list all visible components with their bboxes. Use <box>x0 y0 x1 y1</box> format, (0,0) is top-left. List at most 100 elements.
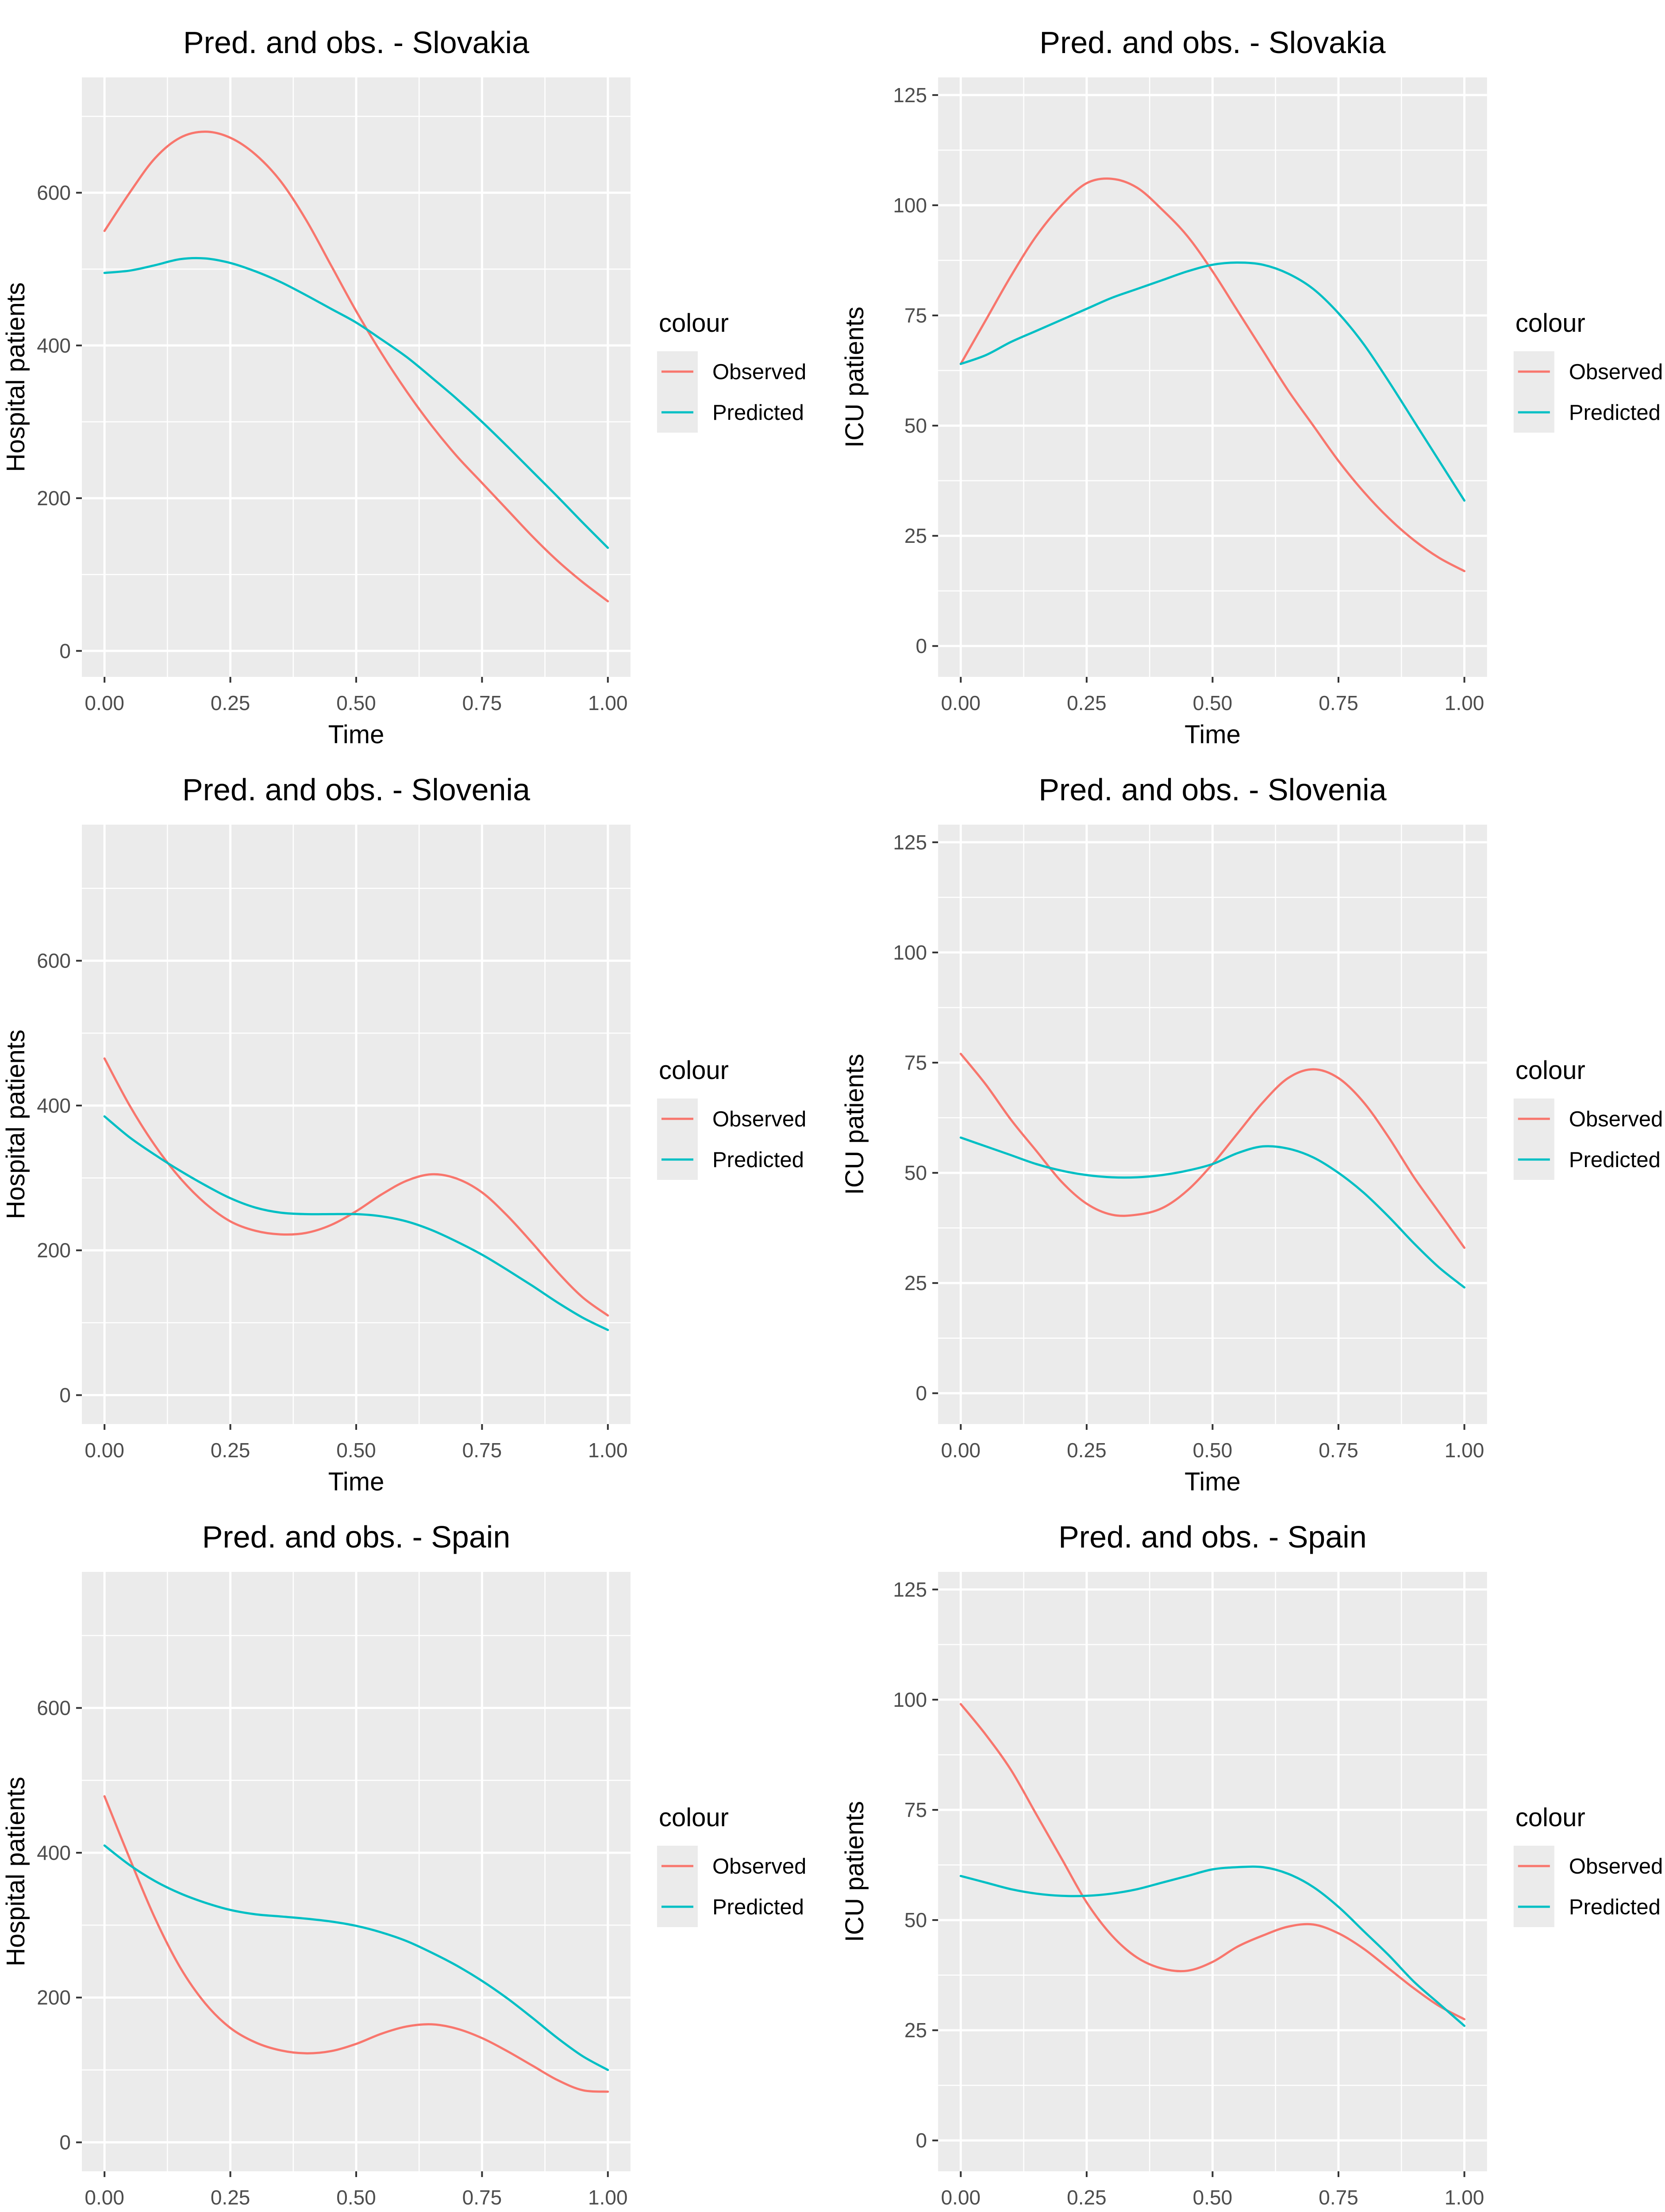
y-tick-label: 0 <box>59 2131 71 2154</box>
y-tick-label: 25 <box>904 2019 927 2042</box>
legend-title: colour <box>1515 1803 1585 1832</box>
y-tick-label: 200 <box>37 1239 71 1262</box>
x-axis-title: Time <box>328 1467 385 1494</box>
legend-title: colour <box>1515 1056 1585 1085</box>
observed-line <box>103 131 609 603</box>
chart-title: Pred. and obs. - Slovakia <box>1039 25 1385 60</box>
y-tick-label: 0 <box>916 2129 927 2152</box>
x-tick-label: 1.00 <box>588 2186 628 2209</box>
x-tick-label: 0.00 <box>941 1439 981 1462</box>
chart-title: Pred. and obs. - Slovenia <box>1038 772 1386 807</box>
chart-spain-hospital: 0.00 0.25 0.50 0.75 1.00 0 200 400 600 Pred. and … <box>1 1520 806 2209</box>
x-tick-label: 0.25 <box>211 2186 250 2209</box>
legend-label: Predicted <box>1569 401 1661 425</box>
y-tick-label: 600 <box>37 1697 71 1720</box>
x-tick-label: 1.00 <box>588 1439 628 1462</box>
y-tick-label: 75 <box>904 304 927 327</box>
predicted-line <box>103 1844 609 2071</box>
x-tick-label: 0.50 <box>1193 1439 1233 1462</box>
y-tick-label: 50 <box>904 414 927 437</box>
y-tick-label: 400 <box>37 334 71 357</box>
legend-title: colour <box>659 309 729 338</box>
x-tick-label: 0.75 <box>1319 1439 1358 1462</box>
legend-label: Observed <box>712 1107 806 1131</box>
x-tick-label: 0.25 <box>1067 691 1107 714</box>
y-tick-label: 100 <box>893 1688 927 1711</box>
predicted-line <box>103 1115 609 1331</box>
chart-title: Pred. and obs. - Slovakia <box>183 25 529 60</box>
legend-title: colour <box>659 1056 729 1085</box>
x-tick-label: 0.50 <box>336 2186 376 2209</box>
legend-label: Observed <box>712 1855 806 1878</box>
y-tick-label: 0 <box>916 634 927 657</box>
y-tick-label: 600 <box>37 181 71 204</box>
y-tick-label: 125 <box>893 1578 927 1601</box>
x-tick-label: 0.00 <box>941 691 981 714</box>
observed-line <box>959 1703 1466 2020</box>
observed-line <box>959 177 1466 572</box>
legend-label: Observed <box>1569 1107 1663 1131</box>
x-tick-label: 0.75 <box>462 1439 502 1462</box>
y-axis-title: Hospital patients <box>1 282 30 472</box>
y-axis-title: Hospital patients <box>1 1029 30 1219</box>
y-tick-label: 100 <box>893 941 927 964</box>
legend-label: Observed <box>1569 360 1663 384</box>
chart-slovenia-icu: 0.00 0.25 0.50 0.75 1.00 0 25 50 75 100 125 Pred. a… <box>840 772 1663 1494</box>
x-tick-label: 0.25 <box>211 1439 250 1462</box>
x-tick-label: 0.00 <box>85 691 124 714</box>
x-tick-label: 1.00 <box>1445 2186 1484 2209</box>
legend-label: Predicted <box>1569 1895 1661 1919</box>
x-tick-label: 0.25 <box>1067 2186 1107 2209</box>
y-tick-label: 400 <box>37 1841 71 1864</box>
legend-title: colour <box>659 1803 729 1832</box>
chart-title: Pred. and obs. - Spain <box>1058 1520 1367 1554</box>
chart-slovakia-hospital: 0.00 0.25 0.50 0.75 1.00 0 200 400 600 Pred. and … <box>1 25 806 747</box>
y-tick-label: 125 <box>893 831 927 854</box>
chart-title: Pred. and obs. - Slovenia <box>182 772 530 807</box>
x-tick-label: 0.25 <box>211 691 250 714</box>
y-tick-label: 75 <box>904 1051 927 1074</box>
y-tick-label: 200 <box>37 1986 71 2009</box>
x-tick-label: 0.50 <box>1193 691 1233 714</box>
x-tick-label: 0.00 <box>941 2186 981 2209</box>
legend-label: Predicted <box>712 1148 804 1172</box>
chart-title: Pred. and obs. - Spain <box>202 1520 511 1554</box>
y-tick-label: 0 <box>59 1384 71 1407</box>
predicted-line <box>959 1865 1466 2027</box>
y-tick-label: 0 <box>916 1382 927 1405</box>
legend-label: Observed <box>1569 1855 1663 1878</box>
x-tick-label: 0.50 <box>336 691 376 714</box>
x-tick-label: 1.00 <box>1445 1439 1484 1462</box>
x-tick-label: 0.75 <box>462 691 502 714</box>
x-axis-title: Time <box>328 720 385 747</box>
x-tick-label: 1.00 <box>1445 691 1484 714</box>
y-tick-label: 400 <box>37 1094 71 1117</box>
x-tick-label: 0.50 <box>1193 2186 1233 2209</box>
x-tick-label: 0.75 <box>462 2186 502 2209</box>
legend-label: Predicted <box>712 401 804 425</box>
predicted-line <box>959 1136 1466 1289</box>
predicted-line <box>959 261 1466 502</box>
observed-line <box>103 1057 609 1317</box>
x-tick-label: 0.25 <box>1067 1439 1107 1462</box>
y-tick-label: 25 <box>904 1271 927 1294</box>
legend-label: Predicted <box>712 1895 804 1919</box>
predicted-line <box>103 257 609 549</box>
legend-label: Predicted <box>1569 1148 1661 1172</box>
y-axis-title: Hospital patients <box>1 1777 30 1966</box>
y-tick-label: 25 <box>904 524 927 547</box>
y-tick-label: 50 <box>904 1909 927 1932</box>
legend-title: colour <box>1515 309 1585 338</box>
chart-slovakia-icu: 0.00 0.25 0.50 0.75 1.00 0 25 50 75 100 125 Pred. a… <box>840 25 1663 747</box>
x-tick-label: 1.00 <box>588 691 628 714</box>
y-axis-title: ICU patients <box>840 1054 869 1195</box>
y-tick-label: 200 <box>37 487 71 510</box>
y-axis-title: ICU patients <box>840 307 869 448</box>
y-tick-label: 600 <box>37 949 71 972</box>
x-tick-label: 0.50 <box>336 1439 376 1462</box>
y-tick-label: 50 <box>904 1161 927 1184</box>
y-tick-label: 100 <box>893 194 927 217</box>
y-tick-label: 125 <box>893 84 927 107</box>
x-axis-title: Time <box>1184 720 1241 747</box>
y-axis-title: ICU patients <box>840 1801 869 1942</box>
